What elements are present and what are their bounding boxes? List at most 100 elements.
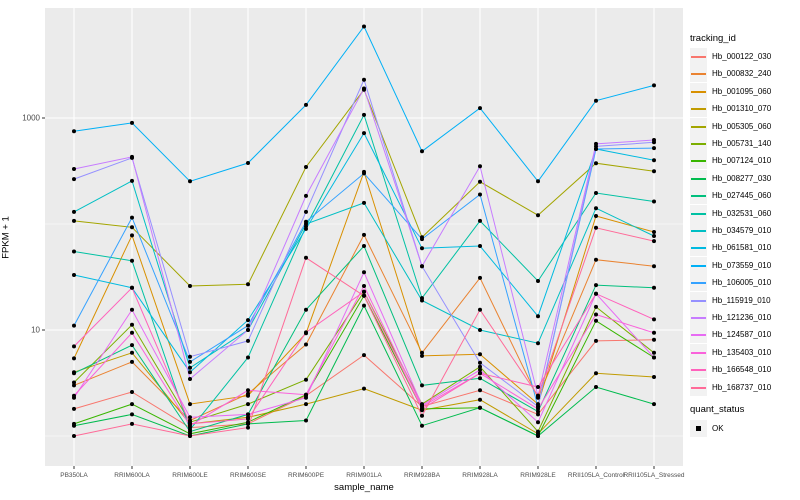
data-point bbox=[304, 165, 308, 169]
legend-item-label: OK bbox=[712, 424, 724, 433]
data-point bbox=[478, 388, 482, 393]
data-point bbox=[362, 293, 366, 298]
data-point bbox=[188, 427, 192, 432]
data-point bbox=[478, 179, 482, 184]
data-point bbox=[304, 342, 308, 347]
data-point bbox=[72, 423, 76, 428]
data-point bbox=[130, 258, 134, 263]
data-point bbox=[594, 283, 598, 288]
data-point bbox=[652, 264, 656, 269]
data-point bbox=[478, 244, 482, 248]
data-point bbox=[420, 298, 424, 303]
data-point bbox=[72, 344, 76, 349]
legend-item-label: Hb_001310_070 bbox=[712, 104, 772, 114]
data-point bbox=[130, 343, 134, 348]
legend-item-label: Hb_061581_010 bbox=[712, 243, 772, 253]
data-point bbox=[478, 218, 482, 223]
data-point bbox=[246, 412, 250, 417]
data-point bbox=[362, 244, 366, 248]
data-point bbox=[478, 275, 482, 280]
legend-item-Hb_061581_010: Hb_061581_010 bbox=[690, 239, 772, 257]
data-point bbox=[130, 421, 134, 426]
legend-item-label: Hb_135403_010 bbox=[712, 347, 772, 357]
data-point bbox=[420, 406, 424, 411]
data-point bbox=[478, 364, 482, 369]
ok-point-key-icon bbox=[690, 420, 707, 437]
data-point bbox=[652, 169, 656, 174]
data-point bbox=[420, 237, 424, 242]
legend-item-Hb_000122_030: Hb_000122_030 bbox=[690, 48, 771, 65]
y-tick-label: 10 bbox=[31, 325, 40, 335]
data-point bbox=[362, 200, 366, 205]
legend-item-Hb_073559_010: Hb_073559_010 bbox=[690, 256, 771, 274]
legend-item-Hb_135403_010: Hb_135403_010 bbox=[690, 343, 772, 361]
data-point bbox=[478, 192, 482, 197]
data-point bbox=[246, 282, 250, 287]
data-point bbox=[304, 219, 308, 224]
legend-item-label: Hb_000832_240 bbox=[712, 69, 772, 79]
data-point bbox=[72, 167, 76, 171]
data-point bbox=[652, 199, 656, 204]
line-key-icon bbox=[690, 135, 707, 152]
axis-ticks bbox=[42, 117, 655, 469]
data-point bbox=[594, 98, 598, 103]
data-point bbox=[362, 270, 366, 275]
legend-item-Hb_106005_010: Hb_106005_010 bbox=[690, 274, 771, 292]
data-point bbox=[362, 24, 366, 29]
data-point bbox=[130, 120, 134, 125]
data-point bbox=[478, 367, 482, 372]
legend-item-label: Hb_121236_010 bbox=[712, 313, 772, 322]
data-point bbox=[594, 191, 598, 195]
data-point bbox=[304, 377, 308, 382]
data-point bbox=[362, 303, 366, 308]
legend-item-label: Hb_166548_010 bbox=[712, 365, 772, 375]
data-point bbox=[72, 273, 76, 277]
data-point bbox=[478, 164, 482, 169]
data-point bbox=[536, 434, 540, 438]
data-point bbox=[536, 412, 540, 417]
line-key-icon bbox=[690, 152, 707, 170]
x-tick-label-RRIM600PE: RRIM600PE bbox=[287, 472, 325, 479]
data-point bbox=[420, 350, 424, 355]
data-point bbox=[246, 328, 250, 332]
line-key-icon bbox=[690, 222, 707, 239]
data-point bbox=[246, 161, 250, 165]
data-point bbox=[478, 397, 482, 402]
x-tick-label-RRII105LA_Control: RRII105LA_Control bbox=[567, 472, 625, 479]
data-point bbox=[362, 112, 366, 117]
data-point bbox=[478, 352, 482, 357]
data-point bbox=[536, 179, 540, 184]
data-point bbox=[188, 365, 192, 370]
data-point bbox=[304, 395, 308, 400]
data-point bbox=[72, 177, 76, 182]
data-point bbox=[246, 355, 250, 360]
data-point bbox=[188, 179, 192, 184]
data-point bbox=[130, 307, 134, 312]
x-tick-label-RRIM928LE: RRIM928LE bbox=[520, 472, 556, 479]
data-point bbox=[72, 218, 76, 223]
data-point bbox=[246, 388, 250, 393]
data-point bbox=[188, 421, 192, 426]
data-point bbox=[536, 314, 540, 319]
data-point bbox=[420, 413, 424, 418]
data-point bbox=[652, 375, 656, 379]
data-point bbox=[536, 279, 540, 283]
data-point bbox=[362, 284, 366, 288]
legend-item-Hb_001310_070: Hb_001310_070 bbox=[690, 100, 772, 118]
line-key-icon bbox=[690, 378, 707, 396]
line-key-icon bbox=[690, 117, 707, 135]
data-point bbox=[652, 317, 656, 322]
data-point bbox=[246, 323, 250, 328]
legend-item-label: Hb_124587_010 bbox=[712, 330, 772, 340]
data-point bbox=[130, 359, 134, 364]
line-key-icon bbox=[690, 326, 707, 344]
data-point bbox=[362, 353, 366, 358]
x-tick-label-RRIM928BA: RRIM928BA bbox=[403, 472, 441, 479]
line-key-icon bbox=[690, 48, 707, 65]
data-point bbox=[362, 171, 366, 176]
data-point bbox=[594, 214, 598, 218]
legend-item-Hb_027445_060: Hb_027445_060 bbox=[690, 187, 771, 205]
data-point bbox=[72, 406, 76, 411]
data-point bbox=[72, 380, 76, 385]
legend-item-Hb_166548_010: Hb_166548_010 bbox=[690, 361, 772, 379]
